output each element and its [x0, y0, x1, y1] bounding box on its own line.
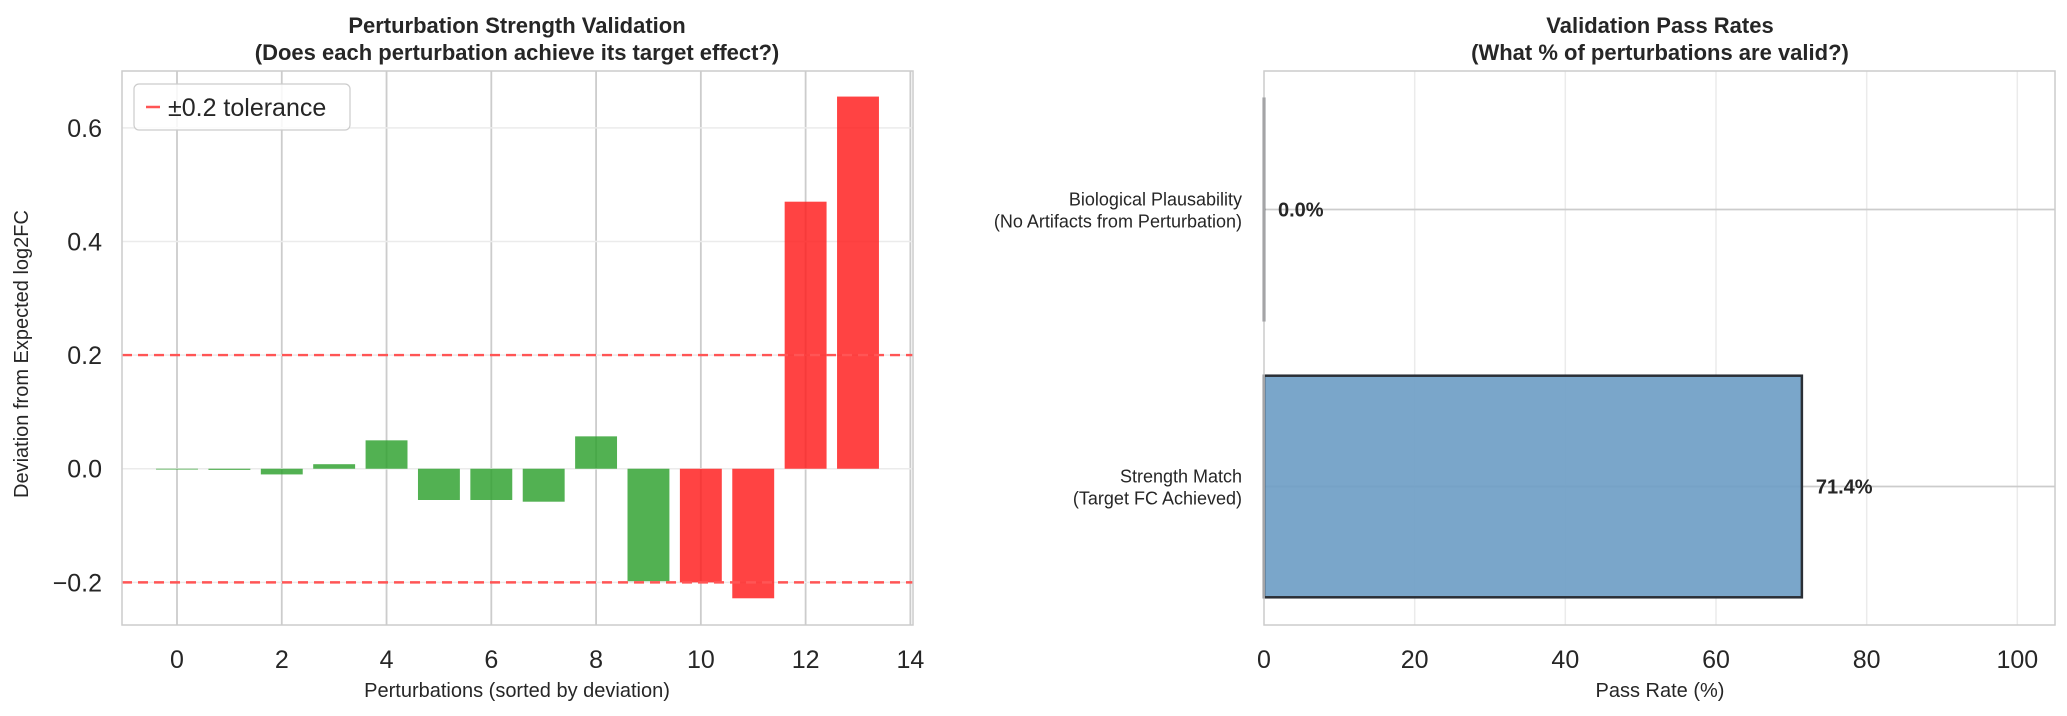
left-bar — [732, 468, 775, 599]
right-chart-title: Validation Pass Rates — [1546, 13, 1773, 38]
left-bar — [208, 468, 251, 470]
left-bar — [470, 468, 513, 500]
right-x-tick-label: 80 — [1853, 646, 1881, 674]
left-bar — [837, 96, 879, 469]
right-x-tick-label: 40 — [1551, 646, 1579, 674]
left-y-tick-label: 0.0 — [67, 456, 102, 484]
left-bar — [679, 468, 722, 583]
left-y-tick-label: 0.2 — [67, 342, 102, 370]
legend: ±0.2 tolerance — [133, 83, 351, 131]
right-x-tick-label: 0 — [1257, 646, 1271, 674]
right-category-label-line1: Strength Match — [1120, 467, 1242, 487]
left-x-tick-label: 12 — [792, 646, 820, 674]
left-x-tick-label: 0 — [170, 646, 184, 674]
right-x-axis-label: Pass Rate (%) — [1596, 680, 1725, 702]
left-bars — [156, 96, 879, 599]
legend-label-tolerance: ±0.2 tolerance — [168, 94, 326, 122]
right-axes-frame — [1263, 70, 2056, 626]
right-category-labels: Biological Plausability(No Artifacts fro… — [994, 190, 1242, 509]
left-chart-title: Perturbation Strength Validation — [348, 13, 685, 38]
left-bar — [260, 468, 303, 475]
legend-box — [133, 83, 351, 131]
left-y-tick-label: 0.4 — [67, 228, 102, 256]
right-value-label: 71.4% — [1816, 477, 1873, 499]
right-x-tick-label: 100 — [1996, 646, 2038, 674]
left-x-axis-label: Perturbations (sorted by deviation) — [364, 680, 670, 702]
left-y-tick-label: −0.2 — [53, 569, 102, 597]
right-value-label: 0.0% — [1278, 200, 1324, 222]
left-chart-subtitle: (Does each perturbation achieve its targ… — [255, 40, 779, 65]
left-axes-frame — [121, 70, 914, 626]
right-chart-subtitle: (What % of perturbations are valid?) — [1471, 40, 1849, 65]
tolerance-lines — [122, 353, 913, 584]
left-y-axis-label: Deviation from Expected log2FC — [11, 210, 33, 498]
right-chart-panel: Validation Pass Rates (What % of perturb… — [994, 13, 2056, 702]
right-x-tick-label: 60 — [1702, 646, 1730, 674]
left-x-tick-label: 2 — [275, 646, 289, 674]
right-bars — [1262, 97, 1804, 599]
left-bar — [784, 201, 827, 469]
right-category-label-line2: (Target FC Achieved) — [1073, 489, 1242, 509]
left-bar — [575, 436, 618, 469]
right-category-label-line1: Biological Plausability — [1069, 190, 1242, 210]
right-category-label-line2: (No Artifacts from Perturbation) — [994, 212, 1242, 232]
left-x-tick-label: 14 — [896, 646, 924, 674]
left-y-tick-labels: −0.2 0.0 0.2 0.4 0.6 — [53, 115, 102, 598]
left-chart-panel: Perturbation Strength Validation (Does e… — [11, 13, 924, 702]
left-bar — [627, 468, 670, 582]
left-x-tick-label: 4 — [380, 646, 394, 674]
left-x-tick-label: 10 — [687, 646, 715, 674]
right-bar — [1262, 374, 1804, 599]
left-bar — [365, 440, 408, 469]
left-bar — [417, 468, 460, 500]
left-x-tick-label: 8 — [589, 646, 603, 674]
right-x-tick-labels: 0 20 40 60 80 100 — [1257, 646, 2038, 674]
left-x-tick-label: 6 — [484, 646, 498, 674]
right-value-labels: 0.0% 71.4% — [1278, 200, 1873, 499]
left-bar — [156, 468, 198, 470]
left-bar — [522, 468, 565, 502]
left-bar — [313, 464, 356, 469]
right-x-tick-label: 20 — [1401, 646, 1429, 674]
left-x-tick-labels: 0 2 4 6 8 10 12 14 — [170, 646, 924, 674]
left-y-tick-label: 0.6 — [67, 115, 102, 143]
